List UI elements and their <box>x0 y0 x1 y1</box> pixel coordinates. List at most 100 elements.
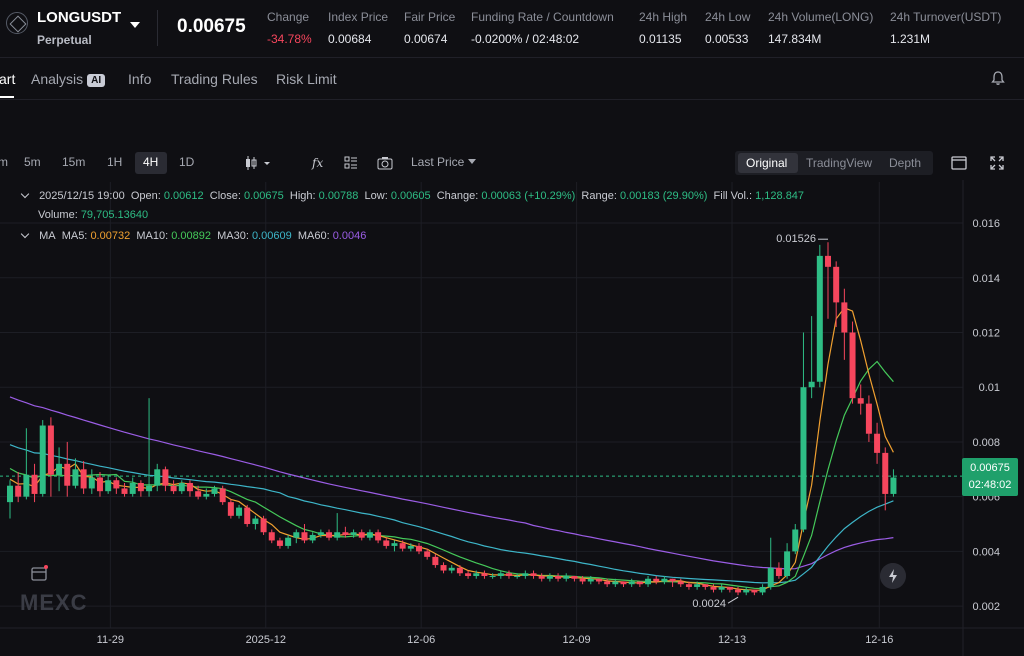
candle-body <box>653 578 660 582</box>
candle-body <box>759 586 766 593</box>
bell-icon[interactable] <box>990 70 1006 86</box>
stat-label[interactable]: Index Price <box>328 10 389 24</box>
view-depth[interactable]: Depth <box>889 156 922 170</box>
view-original[interactable]: Original <box>746 156 788 170</box>
candle-body <box>15 485 22 497</box>
collapse-chevron-icon[interactable] <box>20 189 30 199</box>
ai-badge: AI <box>87 74 106 87</box>
tab-chart[interactable]: art <box>0 71 16 87</box>
price-type-select[interactable]: Last Price <box>411 155 477 169</box>
candle-body <box>121 488 128 494</box>
candle-body <box>816 255 823 382</box>
stat-value: -34.78% <box>267 32 312 46</box>
candle-body <box>792 529 799 552</box>
candle-body <box>890 477 897 494</box>
candle-body <box>146 485 153 492</box>
candle-body <box>432 556 439 566</box>
lightning-icon[interactable] <box>880 563 906 589</box>
camera-icon[interactable] <box>376 154 394 172</box>
candle-body <box>694 584 701 587</box>
ma-row: MA MA5: 0.00732 MA10: 0.00892 MA30: 0.00… <box>20 229 366 242</box>
expand-icon[interactable] <box>988 154 1006 172</box>
candle-body <box>39 425 46 494</box>
candle-body <box>203 493 210 497</box>
ohlc-row: 2025/12/15 19:00 Open: 0.00612 Close: 0.… <box>20 189 804 202</box>
candle-body <box>88 477 95 489</box>
candle-body <box>473 573 480 577</box>
tab-trading-rules[interactable]: Trading Rules <box>171 71 258 87</box>
timeframe-1h[interactable]: 1H <box>107 155 123 169</box>
tab-analysis[interactable]: Analysis AI <box>31 71 106 87</box>
candle-body <box>244 507 251 525</box>
candle-body <box>579 578 586 582</box>
candlestick-chart[interactable]: 0.0160.0140.0120.010.0080.0060.0040.002 … <box>0 180 1024 656</box>
candle-body <box>154 469 161 486</box>
fullscreen-window-icon[interactable] <box>950 154 968 172</box>
y-tick-label: 0.016 <box>972 218 1000 230</box>
stat-24h-volume: 24h Volume(LONG) 147.834M <box>768 10 873 46</box>
candle-body <box>522 573 529 577</box>
candle-body <box>710 586 717 590</box>
active-view-highlight <box>738 153 798 173</box>
candle-body <box>620 581 627 585</box>
candle-body <box>849 332 856 399</box>
timeframe-4h[interactable]: 4H <box>143 155 159 169</box>
high-value: 0.00788 <box>318 190 359 202</box>
collapse-chevron-icon[interactable] <box>20 229 30 239</box>
timeframe-5m[interactable]: 5m <box>24 155 41 169</box>
close-label: Close: <box>209 190 241 202</box>
candle-body <box>268 532 275 541</box>
ma10-label: MA10: <box>136 230 169 242</box>
high-marker-label: 0.01526 <box>776 233 816 245</box>
fillvol-label: Fill Vol.: <box>713 190 753 202</box>
low-marker-line <box>727 596 739 604</box>
y-tick-label: 0.008 <box>972 437 1000 449</box>
svg-text:fx: fx <box>311 156 323 170</box>
candle-body <box>775 567 782 577</box>
candle-body <box>96 477 103 492</box>
calendar-icon[interactable] <box>30 564 48 582</box>
coin-logo-icon <box>6 12 28 34</box>
x-tick-label: 12-16 <box>865 634 893 646</box>
indicators-icon[interactable]: fx <box>310 154 328 172</box>
candle-body <box>236 507 243 516</box>
symbol-dropdown-icon[interactable] <box>130 22 140 28</box>
candle-body <box>645 578 652 585</box>
volume-label: Volume: <box>38 209 78 221</box>
candle-body <box>162 469 169 486</box>
candle-body <box>285 537 292 546</box>
ma10-value: 0.00892 <box>171 230 211 242</box>
timeframe-1m[interactable]: m <box>0 155 8 169</box>
stat-funding-rate: Funding Rate / Countdown -0.0200% / 02:4… <box>471 10 614 46</box>
stat-label[interactable]: Fair Price <box>404 10 456 24</box>
stat-value: 0.01135 <box>639 32 682 46</box>
stat-label[interactable]: Funding Rate / Countdown <box>471 10 614 24</box>
open-label: Open: <box>130 190 161 202</box>
timeframe-15m[interactable]: 15m <box>62 155 86 169</box>
candle-body <box>137 482 144 492</box>
candle-body <box>113 480 120 489</box>
active-tab-indicator <box>0 96 14 98</box>
chart-toolbar: m 5m 15m 1H 4H 1D fx Last Price <box>0 148 1024 178</box>
x-tick-label: 12-13 <box>718 634 746 646</box>
candle-body <box>276 540 283 546</box>
candle-body <box>595 578 602 582</box>
contract-type: Perpetual <box>37 33 92 47</box>
stat-label: 24h Low <box>705 10 751 24</box>
candle-body <box>735 589 742 593</box>
tab-info[interactable]: Info <box>128 71 152 87</box>
header-divider <box>157 10 158 46</box>
tab-risk-limit[interactable]: Risk Limit <box>276 71 337 87</box>
close-value: 0.00675 <box>244 190 284 202</box>
candle-datetime: 2025/12/15 19:00 <box>39 190 125 202</box>
timeframe-1d[interactable]: 1D <box>179 155 195 169</box>
candle-type-icon[interactable] <box>244 154 274 172</box>
high-label: High: <box>289 190 316 202</box>
y-tick-label: 0.004 <box>972 546 1000 558</box>
change-value: 0.00063 (+10.29%) <box>481 190 576 202</box>
symbol-name[interactable]: LONGUSDT <box>37 9 122 26</box>
ma10-line <box>9 360 894 590</box>
view-tradingview[interactable]: TradingView <box>806 156 873 170</box>
layout-settings-icon[interactable] <box>342 154 360 172</box>
x-tick-label: 2025-12 <box>246 634 286 646</box>
